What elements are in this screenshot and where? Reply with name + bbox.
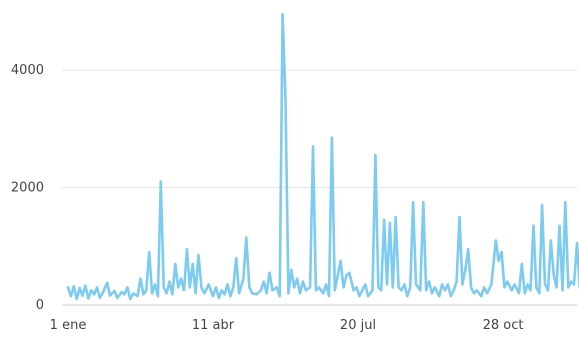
series-lines [66,12,579,301]
y-tick-label: 4000 [11,63,44,78]
y-tick-label: 2000 [11,181,44,196]
x-tick-label: 1 ene [50,318,87,333]
x-tick-label: 28 oct [483,318,524,333]
series-line [66,12,579,301]
y-axis-ticks: 0 2000 4000 [11,63,44,313]
gridlines [62,69,577,306]
x-tick-label: 11 abr [192,318,235,333]
x-tick-label: 20 jul [340,318,376,333]
y-tick-label: 0 [36,298,44,313]
x-axis-ticks: 1 ene 11 abr 20 jul 28 oct [50,318,524,333]
